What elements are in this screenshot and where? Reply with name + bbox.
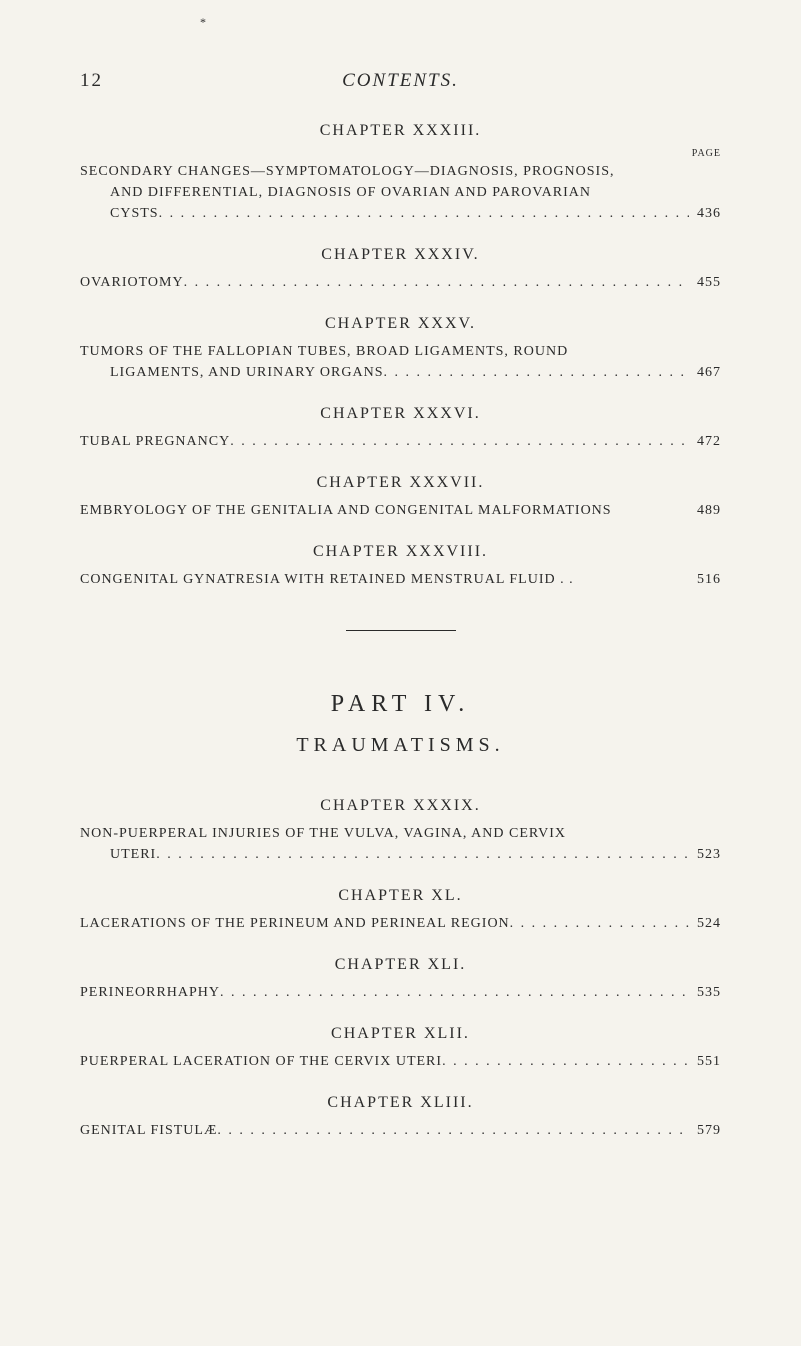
part-heading: PART IV.: [80, 691, 721, 718]
header-title: CONTENTS.: [342, 70, 459, 92]
chapter-heading: CHAPTER XXXV.: [80, 315, 721, 333]
dot-leader: [442, 1051, 689, 1072]
entry-page: 472: [689, 431, 721, 452]
dot-leader: [217, 1120, 689, 1141]
entry-page: 455: [689, 272, 721, 293]
entry-page: 516: [689, 569, 721, 590]
toc-entry: GENITAL FISTULÆ 579: [80, 1120, 721, 1141]
entry-page: 489: [689, 500, 721, 521]
dot-leader: [220, 982, 689, 1003]
entry-page: 467: [689, 362, 721, 383]
toc-entry: TUBAL PREGNANCY 472: [80, 431, 721, 452]
section-heading: TRAUMATISMS.: [80, 734, 721, 757]
entry-text-line: PERINEORRHAPHY: [80, 982, 220, 1003]
dot-leader: [510, 913, 689, 934]
chapter-heading: CHAPTER XXXIX.: [80, 797, 721, 815]
entry-text-line: NON-PUERPERAL INJURIES OF THE VULVA, VAG…: [80, 823, 721, 844]
divider: [346, 630, 456, 631]
page-mark: *: [200, 15, 206, 30]
entry-text-line: LIGAMENTS, AND URINARY ORGANS: [80, 362, 384, 383]
entry-text-line: TUBAL PREGNANCY: [80, 431, 230, 452]
toc-entry: EMBRYOLOGY OF THE GENITALIA AND CONGENIT…: [80, 500, 721, 521]
toc-entry: CONGENITAL GYNATRESIA WITH RETAINED MENS…: [80, 569, 721, 590]
chapter-heading: CHAPTER XXXVI.: [80, 405, 721, 423]
entry-page: 551: [689, 1051, 721, 1072]
dot-leader: [384, 362, 690, 383]
entry-text-line: PUERPERAL LACERATION OF THE CERVIX UTERI: [80, 1051, 442, 1072]
entry-text-line: LACERATIONS OF THE PERINEUM AND PERINEAL…: [80, 913, 510, 934]
entry-text-line: CONGENITAL GYNATRESIA WITH RETAINED MENS…: [80, 569, 574, 590]
chapter-heading: CHAPTER XLIII.: [80, 1094, 721, 1112]
dot-leader: [184, 272, 689, 293]
toc-entry: PUERPERAL LACERATION OF THE CERVIX UTERI…: [80, 1051, 721, 1072]
dot-leader: [230, 431, 689, 452]
chapter-heading: CHAPTER XXXVII.: [80, 474, 721, 492]
toc-entry: TUMORS OF THE FALLOPIAN TUBES, BROAD LIG…: [80, 341, 721, 383]
toc-entry: NON-PUERPERAL INJURIES OF THE VULVA, VAG…: [80, 823, 721, 865]
chapter-heading: CHAPTER XL.: [80, 887, 721, 905]
entry-page: 579: [689, 1120, 721, 1141]
page-label: PAGE: [80, 148, 721, 159]
page-header: 12 CONTENTS.: [80, 70, 721, 92]
entry-text-line: TUMORS OF THE FALLOPIAN TUBES, BROAD LIG…: [80, 341, 721, 362]
entry-page: 524: [689, 913, 721, 934]
entry-text-line: GENITAL FISTULÆ: [80, 1120, 217, 1141]
toc-entry: LACERATIONS OF THE PERINEUM AND PERINEAL…: [80, 913, 721, 934]
entry-page: 535: [689, 982, 721, 1003]
entry-text-line: EMBRYOLOGY OF THE GENITALIA AND CONGENIT…: [80, 500, 612, 521]
entry-text-line: UTERI: [80, 844, 156, 865]
toc-entry: PERINEORRHAPHY 535: [80, 982, 721, 1003]
entry-text-line: AND DIFFERENTIAL, DIAGNOSIS OF OVARIAN A…: [80, 182, 721, 203]
entry-page: 436: [689, 203, 721, 224]
entry-text-line: SECONDARY CHANGES—SYMPTOMATOLOGY—DIAGNOS…: [80, 161, 721, 182]
chapter-heading: CHAPTER XLI.: [80, 956, 721, 974]
entry-text-line: CYSTS: [80, 203, 159, 224]
chapter-heading: CHAPTER XXXVIII.: [80, 543, 721, 561]
page-number: 12: [80, 70, 103, 92]
toc-entry: SECONDARY CHANGES—SYMPTOMATOLOGY—DIAGNOS…: [80, 161, 721, 224]
dot-leader: [159, 203, 689, 224]
chapter-heading: CHAPTER XXXIII.: [80, 122, 721, 140]
chapter-heading: CHAPTER XLII.: [80, 1025, 721, 1043]
toc-entry: OVARIOTOMY 455: [80, 272, 721, 293]
dot-leader: [156, 844, 689, 865]
entry-text-line: OVARIOTOMY: [80, 272, 184, 293]
entry-page: 523: [689, 844, 721, 865]
chapter-heading: CHAPTER XXXIV.: [80, 246, 721, 264]
